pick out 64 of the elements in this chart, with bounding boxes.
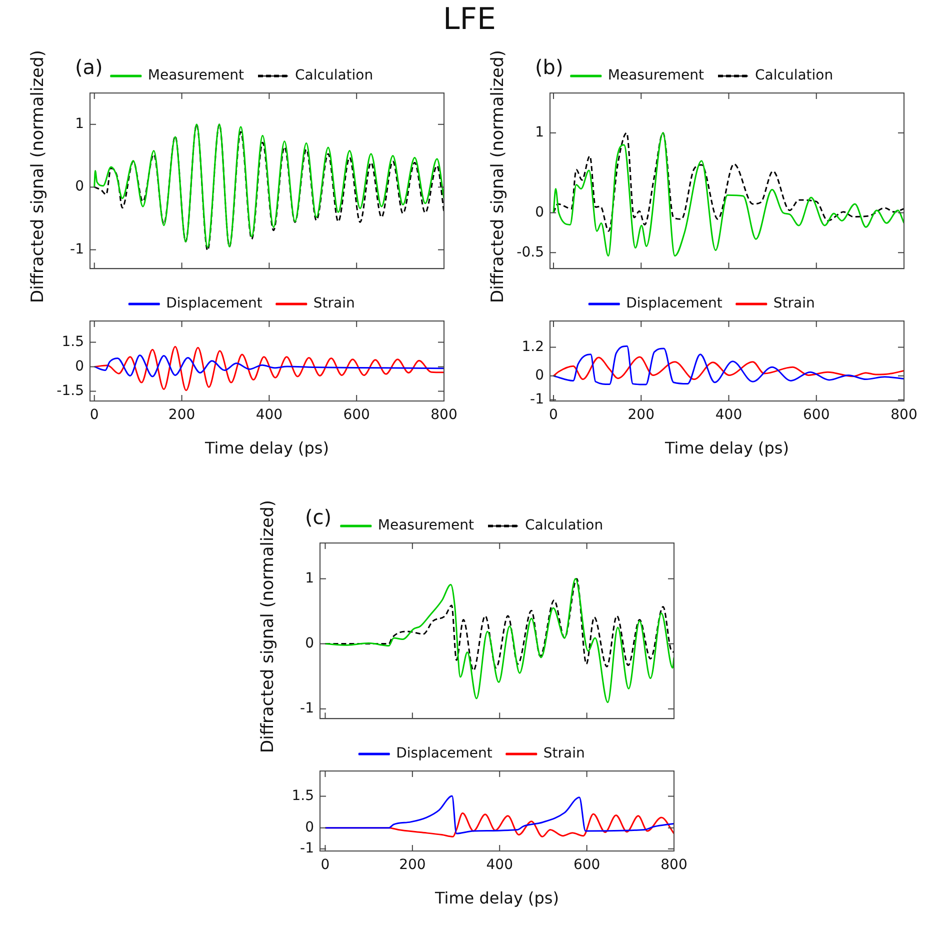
legend-label: Displacement [166,296,263,312]
line-series [324,578,674,672]
x-tick-label: 800 [430,407,458,424]
y-tick-label: -1.5 [56,382,84,399]
x-axis-title: Time delay (ps) [434,888,560,908]
x-tick-label: 200 [628,407,654,424]
x-tick-label: 0 [90,407,99,424]
y-axis-title: Diffracted signal (normalized) [258,500,278,753]
x-axis-title: Time delay (ps) [664,438,790,458]
x-tick-label: 600 [573,857,600,874]
legend-label: Calculation [295,68,374,84]
legend-label: Calculation [755,68,834,84]
chart-title: LFE [442,2,497,37]
line-series [324,795,674,834]
y-tick-label: 1.5 [292,788,314,804]
x-tick-label: 200 [168,407,196,424]
y-tick-label: 0 [535,368,544,384]
x-tick-label: 600 [803,407,830,424]
y-tick-label: 0 [305,819,314,836]
y-tick-label: 0 [535,204,544,220]
y-tick-label: -0.5 [516,244,544,260]
y-tick-label: -1 [300,700,314,716]
x-tick-label: 800 [660,857,688,874]
line-series [552,356,904,380]
x-tick-label: 400 [256,407,283,424]
y-tick-label: -1 [70,241,84,258]
legend-label: Measurement [148,68,245,84]
line-series [324,578,674,704]
y-tick-label: 0 [75,178,84,195]
y-tick-label: -1 [530,391,544,408]
text: (c) [305,505,332,529]
line-series [94,354,444,378]
legend-label: Displacement [396,746,493,762]
line-series [552,345,904,386]
x-tick-label: 800 [890,407,918,424]
y-tick-label: 1.5 [62,334,84,350]
x-tick-label: 200 [399,857,426,874]
legend-label: Measurement [608,68,705,84]
y-tick-label: 1 [535,124,544,141]
legend-label: Measurement [378,518,475,534]
line-series [552,132,904,257]
y-tick-label: 0 [305,635,314,652]
legend-label: Strain [543,746,585,762]
y-axis-title: Diffracted signal (normalized) [28,50,48,303]
x-tick-label: 0 [549,407,558,424]
y-tick-label: 1 [75,116,84,132]
y-tick-label: 0 [75,358,84,374]
line-series [94,346,444,392]
legend-label: Displacement [626,296,723,312]
line-series [552,132,904,232]
x-tick-label: 600 [343,407,370,424]
y-tick-label: 1.2 [522,338,544,355]
legend-label: Strain [313,296,355,312]
y-tick-label: 1 [305,570,314,586]
x-tick-label: 400 [486,857,513,874]
text: (b) [535,55,564,79]
y-axis-title: Diffracted signal (normalized) [488,50,508,303]
x-tick-label: 400 [715,407,742,424]
y-tick-label: -1 [300,840,314,857]
legend-label: Strain [773,296,815,312]
legend-label: Calculation [525,518,604,534]
text: (a) [75,55,103,79]
x-tick-label: 0 [320,857,330,874]
x-axis-title: Time delay (ps) [204,438,330,458]
